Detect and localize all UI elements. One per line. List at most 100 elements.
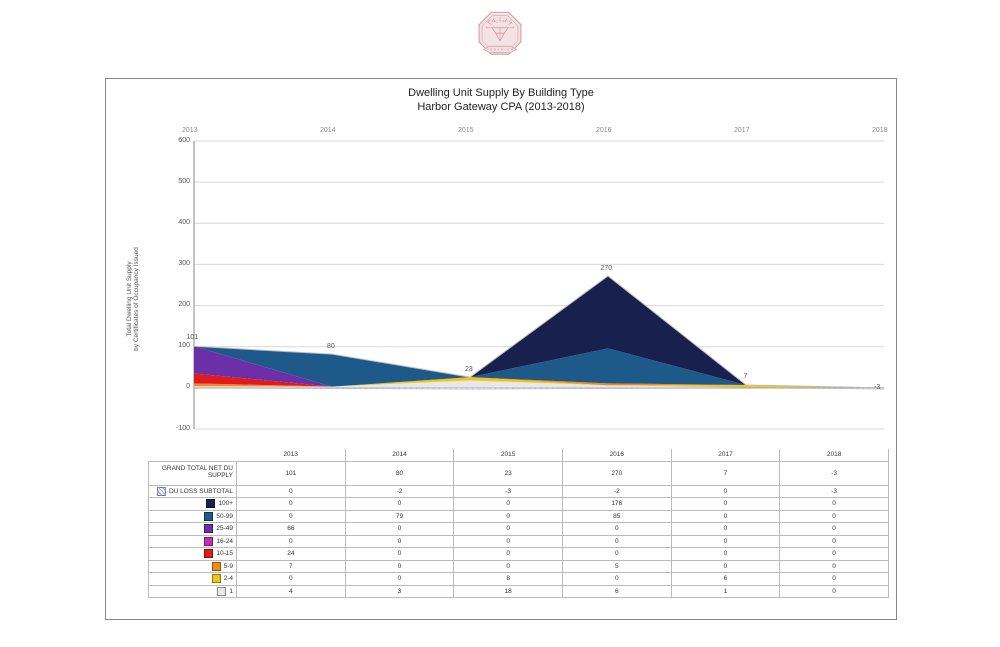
value-cell: 8	[454, 573, 563, 586]
row-label-cell: 25-49	[149, 523, 237, 536]
value-cell: 0	[454, 560, 563, 573]
y-tick-label: 100	[178, 342, 190, 349]
y-tick-label: 400	[178, 219, 190, 226]
legend-swatch	[212, 562, 221, 571]
value-cell: 0	[671, 535, 780, 548]
legend-swatch	[204, 549, 213, 558]
data-point-label: 101	[187, 334, 199, 341]
value-cell: 0	[345, 498, 454, 511]
value-cell: 0	[671, 560, 780, 573]
table-row: 14318610	[149, 585, 889, 598]
value-cell: 7	[237, 560, 346, 573]
value-cell: 0	[780, 548, 889, 561]
value-cell: 0	[345, 535, 454, 548]
value-cell: 66	[237, 523, 346, 536]
data-point-label: 23	[465, 366, 473, 373]
row-label-text: 10-15	[216, 550, 233, 557]
x-tick-label-top: 2015	[458, 127, 474, 134]
legend-swatch	[204, 537, 213, 546]
value-cell: 0	[237, 535, 346, 548]
value-cell: 0	[454, 498, 563, 511]
value-cell: 0	[780, 523, 889, 536]
area-chart	[194, 141, 884, 429]
value-cell: 4	[237, 585, 346, 598]
value-cell: 270	[562, 461, 671, 485]
value-cell: 85	[562, 510, 671, 523]
value-cell: 0	[780, 498, 889, 511]
table-header-cell: 2014	[345, 449, 454, 461]
chart-title-line2: Harbor Gateway CPA (2013-2018)	[106, 101, 896, 113]
value-cell: 23	[454, 461, 563, 485]
y-tick-label: 200	[178, 301, 190, 308]
row-label-cell: 16-24	[149, 535, 237, 548]
y-tick-label: 0	[186, 383, 190, 390]
table-header-cell: 2018	[780, 449, 889, 461]
table-row: 25-496600000	[149, 523, 889, 536]
y-tick-label: -100	[176, 425, 190, 432]
value-cell: 0	[237, 510, 346, 523]
legend-swatch	[212, 574, 221, 583]
value-cell: 0	[454, 523, 563, 536]
logo-badge: P A C I F I CU R B A N I S M	[473, 6, 527, 73]
value-cell: 6	[671, 573, 780, 586]
value-cell: 0	[345, 560, 454, 573]
value-cell: 1	[671, 585, 780, 598]
value-cell: 24	[237, 548, 346, 561]
legend-swatch	[206, 499, 215, 508]
y-tick-label: 500	[178, 178, 190, 185]
x-tick-label-top: 2016	[596, 127, 612, 134]
table-row: DU LOSS SUBTOTAL0-2-3-20-3	[149, 485, 889, 498]
y-tick-label: 300	[178, 260, 190, 267]
table-header-cell: 2013	[237, 449, 346, 461]
value-cell: 176	[562, 498, 671, 511]
x-tick-label-top: 2013	[182, 127, 198, 134]
legend-swatch	[204, 524, 213, 533]
chart-panel: Dwelling Unit Supply By Building Type Ha…	[105, 78, 897, 620]
value-cell: 0	[780, 585, 889, 598]
table-row: 16-24000000	[149, 535, 889, 548]
table-header-cell: 2016	[562, 449, 671, 461]
value-cell: 79	[345, 510, 454, 523]
value-cell: 0	[780, 560, 889, 573]
value-cell: 7	[671, 461, 780, 485]
table-header-cell: 2017	[671, 449, 780, 461]
table-row: 5-9700500	[149, 560, 889, 573]
x-tick-label-top: 2018	[872, 127, 888, 134]
table-header-cell: 2015	[454, 449, 563, 461]
row-label-cell: 50-99	[149, 510, 237, 523]
value-cell: 0	[780, 573, 889, 586]
row-label-cell: 5-9	[149, 560, 237, 573]
legend-swatch	[217, 587, 226, 596]
legend-swatch	[157, 487, 166, 496]
table-row: 50-9907908500	[149, 510, 889, 523]
row-label-text: 50-99	[216, 513, 233, 520]
value-cell: 101	[237, 461, 346, 485]
row-label-cell: 10-15	[149, 548, 237, 561]
value-cell: 0	[562, 573, 671, 586]
value-cell: 0	[237, 485, 346, 498]
table-row: 10-152400000	[149, 548, 889, 561]
value-cell: 5	[562, 560, 671, 573]
value-cell: 0	[671, 523, 780, 536]
row-label-text: 100+	[218, 500, 233, 507]
row-label-text: 25-49	[216, 525, 233, 532]
table-row: 100+00017600	[149, 498, 889, 511]
row-label-cell: DU LOSS SUBTOTAL	[149, 485, 237, 498]
data-point-label: 270	[601, 265, 613, 272]
value-cell: 0	[345, 573, 454, 586]
chart-title-line1: Dwelling Unit Supply By Building Type	[106, 87, 896, 99]
value-cell: 0	[562, 535, 671, 548]
row-label-cell: GRAND TOTAL NET DU SUPPLY	[149, 461, 237, 485]
data-point-label: -3	[874, 384, 880, 391]
value-cell: 18	[454, 585, 563, 598]
value-cell: 0	[780, 535, 889, 548]
row-label-cell: 2-4	[149, 573, 237, 586]
value-cell: 0	[562, 548, 671, 561]
row-label-text: 1	[229, 588, 233, 595]
value-cell: 0	[671, 498, 780, 511]
value-cell: 0	[671, 485, 780, 498]
data-point-label: 7	[744, 373, 748, 380]
table-row: 2-4008060	[149, 573, 889, 586]
table-header-row: 201320142015201620172018	[149, 449, 889, 461]
value-cell: -2	[562, 485, 671, 498]
